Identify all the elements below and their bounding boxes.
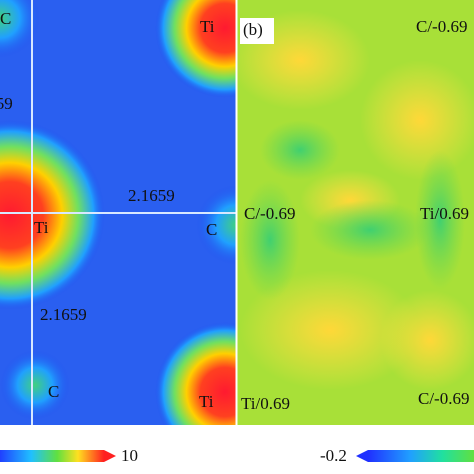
label: C/-0.69 <box>244 204 295 223</box>
label: Ti <box>200 17 215 36</box>
label: Ti <box>34 218 49 237</box>
label: 2.1659 <box>40 305 87 324</box>
panel-b: (b) C/-0.69 C/-0.69 Ti/0.69 Ti/0.69 C/-0… <box>237 0 474 425</box>
colorbar-label: 10 <box>121 446 138 465</box>
colorbar-b: -0.2 <box>320 446 474 465</box>
tag-box <box>240 18 274 44</box>
label: Ti/0.69 <box>241 394 290 413</box>
panel-a: C Ti 2.1659 2.1659 Ti C 2.1659 C Ti <box>0 0 236 425</box>
label: C/-0.69 <box>418 389 469 408</box>
panel-tag: (b) <box>243 20 263 39</box>
label: Ti <box>199 392 214 411</box>
label: Ti/0.69 <box>420 204 469 223</box>
colorbar-label: -0.2 <box>320 446 347 465</box>
label: 2.1659 <box>128 186 175 205</box>
label: C/-0.69 <box>416 17 467 36</box>
colorbar-a: 10 <box>0 446 138 465</box>
label: C <box>0 9 11 28</box>
label: C <box>206 220 217 239</box>
label: 2.1659 <box>0 94 13 113</box>
label: C <box>48 382 59 401</box>
